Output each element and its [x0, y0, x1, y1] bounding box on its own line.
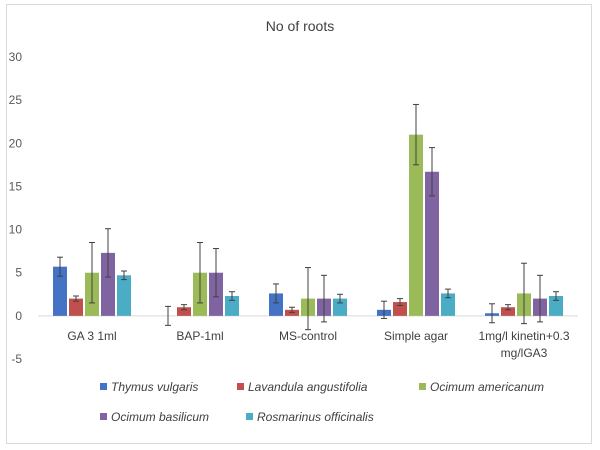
- bar: [269, 293, 283, 316]
- y-tick-label: 20: [9, 136, 23, 150]
- category-label: 1mg/l kinetin+0.3: [478, 329, 569, 343]
- y-tick-label: 30: [9, 50, 23, 64]
- bar: [333, 298, 347, 316]
- bar: [69, 298, 83, 316]
- y-tick-label: 15: [9, 179, 23, 193]
- category-label: mg/lGA3: [501, 346, 548, 360]
- x-axis-labels: GA 3 1ml BAP-1ml MS-control Simple agar 1mg/…: [67, 329, 570, 360]
- legend-label: Rosmarinus officinalis: [257, 410, 374, 424]
- bar: [117, 275, 131, 316]
- y-tick-label: 5: [15, 266, 22, 280]
- y-axis: -5 0 5 10 15 20 25 30: [9, 50, 578, 366]
- bar: [501, 307, 515, 316]
- legend-label: Thymus vulgaris: [111, 380, 198, 394]
- legend-label: Lavandula angustifolia: [248, 380, 368, 394]
- category-label: MS-control: [279, 329, 337, 343]
- bar: [409, 134, 423, 316]
- bar: [225, 296, 239, 316]
- bar: [393, 302, 407, 316]
- chart-title: No of roots: [266, 18, 334, 34]
- category-label: Simple agar: [384, 329, 448, 343]
- bar: [441, 293, 455, 316]
- legend-label: Ocimum americanum: [430, 380, 544, 394]
- chart-frame: [6, 4, 592, 444]
- category-label: BAP-1ml: [176, 329, 223, 343]
- y-tick-label: 0: [15, 309, 22, 323]
- y-tick-label: 10: [9, 223, 23, 237]
- bar: [101, 252, 115, 316]
- legend-swatch: [419, 383, 426, 390]
- y-tick-label: 25: [9, 93, 23, 107]
- legend-swatch: [100, 383, 107, 390]
- bar: [177, 307, 191, 316]
- legend-swatch: [237, 383, 244, 390]
- category-label: GA 3 1ml: [67, 329, 116, 343]
- legend-swatch: [100, 413, 107, 420]
- y-tick-label: -5: [11, 352, 22, 366]
- legend-swatch: [246, 413, 253, 420]
- legend-label: Ocimum basilicum: [111, 410, 209, 424]
- legend: Thymus vulgaris Lavandula angustifolia Oci…: [100, 380, 544, 424]
- bar: [53, 266, 67, 316]
- bar: [549, 296, 563, 316]
- bar: [425, 171, 439, 316]
- plot-area: [53, 103, 563, 331]
